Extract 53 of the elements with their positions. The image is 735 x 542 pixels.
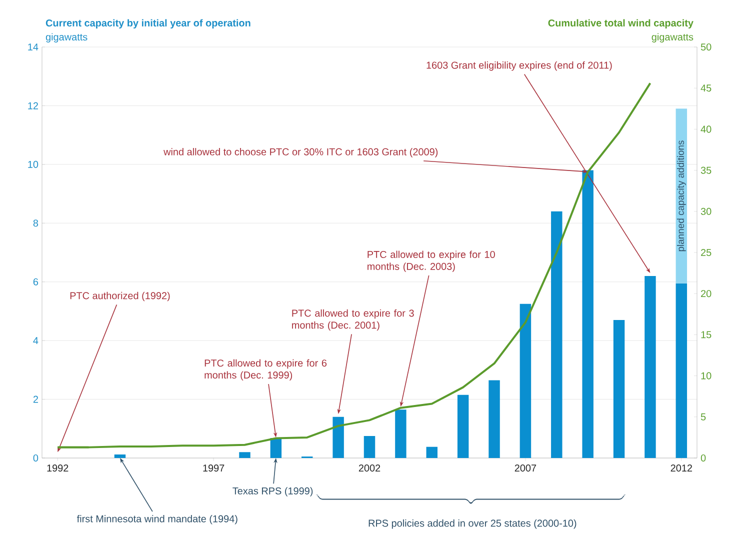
x-tick-label: 2007 [514, 464, 536, 472]
annotation: wind allowed to choose PTC or 30% ITC or 1603 Grant (2009) [164, 148, 438, 158]
bar [520, 304, 532, 458]
annotation: PTC authorized (1992) [70, 292, 170, 302]
y-tick-label: 6 [33, 278, 38, 286]
annotation: PTC allowed to expire for 6 months (Dec. 1999) [204, 359, 327, 381]
y-tick-label: 12 [28, 102, 38, 110]
bar [364, 436, 376, 458]
y-tick-label: 14 [28, 44, 38, 50]
text: RPS policies added in over 25 states (2000-10) [368, 519, 576, 529]
annotation: first Minnesota wind mandate (1994) [76, 515, 238, 524]
y2-tick-label: 45 [700, 84, 712, 92]
y2-tick-label: 40 [700, 126, 712, 133]
series-label: planned capacity additions [677, 140, 686, 252]
annotation: PTC allowed to expire for 3 months (Dec. 2001) [292, 309, 414, 331]
bar [676, 283, 688, 458]
x-tick-label: 2002 [358, 464, 380, 472]
y2-tick-label: 50 [700, 43, 712, 51]
annotation: PTC allowed to expire for 10 months (Dec. 2003) [368, 250, 495, 272]
bar [613, 320, 625, 458]
y2-tick-label: 20 [701, 290, 712, 298]
y-tick-label: 0 [33, 454, 38, 462]
text: gigawatts [46, 33, 88, 42]
bar [426, 446, 438, 458]
bar [582, 170, 594, 458]
bar [114, 454, 126, 458]
bar [270, 438, 282, 458]
bar [644, 276, 656, 458]
bar [395, 410, 406, 458]
y2-tick-label: 35 [700, 166, 712, 174]
x-tick-label: 1992 [47, 464, 68, 472]
y2-tick-label: 25 [701, 248, 712, 256]
bar [488, 380, 500, 458]
bar [332, 416, 344, 458]
y2-tick-label: 15 [701, 331, 712, 338]
bar [551, 211, 562, 458]
annotation: 1603 Grant eligibility expires (end of 2011) [426, 61, 612, 71]
y2-axis-title: Cumulative total wind capacity [548, 19, 694, 28]
x-tick-label: 2012 [670, 464, 692, 472]
x-tick-label: 1997 [203, 464, 224, 472]
bar [457, 394, 469, 458]
y-tick-label: 4 [33, 337, 38, 344]
y2-tick-label: 10 [701, 372, 712, 380]
y2-tick-label: 0 [700, 454, 706, 462]
text: gigawatts [652, 33, 694, 42]
annotation: Texas RPS (1999) [232, 487, 313, 496]
y-tick-label: 2 [33, 396, 38, 403]
y-axis-title: Current capacity by initial year of operation [46, 19, 250, 28]
y-tick-label: 8 [33, 220, 38, 227]
bar [239, 452, 250, 458]
y2-tick-label: 30 [700, 208, 712, 215]
y2-tick-label: 5 [700, 413, 706, 420]
y-tick-label: 10 [28, 160, 38, 168]
